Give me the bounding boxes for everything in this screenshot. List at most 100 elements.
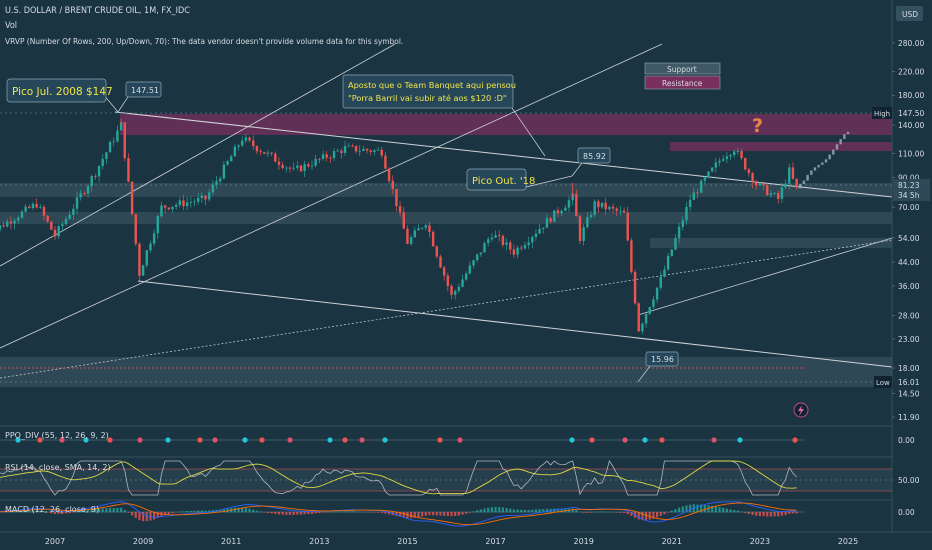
macd-hist-bar <box>175 512 178 513</box>
projection-candle <box>846 131 850 135</box>
trendline-descending-bottom[interactable] <box>137 280 893 368</box>
ppo-divergence-dot <box>242 437 248 443</box>
candle-body <box>145 250 148 266</box>
callout-147-51[interactable]: 147.51 <box>125 81 162 98</box>
ppo-label[interactable]: PPO_DIV (55, 12, 26, 9, 2) <box>5 431 109 440</box>
candle-body <box>123 122 126 159</box>
macd-hist-bar <box>795 512 798 514</box>
macd-hist-bar <box>652 512 655 519</box>
candle-body <box>494 234 497 238</box>
candle-body <box>520 247 523 249</box>
macd-hist-bar <box>112 508 115 513</box>
candle-body <box>270 152 273 154</box>
macd-hist-bar <box>263 512 266 513</box>
macd-label[interactable]: MACD (12, 26, close, 9) <box>5 505 99 514</box>
macd-hist-bar <box>310 512 314 514</box>
candle-body <box>688 199 692 207</box>
macd-hist-bar <box>395 512 398 517</box>
lightning-icon[interactable] <box>793 402 809 418</box>
time-axis[interactable]: 2007 2009 2011 2013 2015 2017 2019 2021 2023 2025 <box>0 531 932 546</box>
macd-hist-bar <box>31 510 35 513</box>
macd-hist-bar <box>556 508 560 513</box>
chart-title[interactable]: U.S. DOLLAR / BRENT CRUDE OIL, 1M, FX_ID… <box>5 6 190 16</box>
callout-15-96[interactable]: 15.96 <box>645 351 679 367</box>
macd-line <box>0 500 797 527</box>
candle-body <box>281 164 284 168</box>
vrvp-label[interactable]: VRVP (Number Of Rows, 200, Up/Down, 70):… <box>5 36 404 46</box>
support-zone-2 <box>0 212 892 224</box>
callout-pico-2018[interactable]: Pico Out. '18 <box>466 168 535 191</box>
macd-hist-bar <box>762 512 765 517</box>
candle-body <box>2 225 5 227</box>
candle-body <box>523 245 527 249</box>
connector-85 <box>571 162 583 177</box>
candle-body <box>498 234 501 236</box>
macd-hist-bar <box>516 509 519 513</box>
macd-hist-bar <box>410 512 413 519</box>
macd-hist-bar <box>523 509 527 513</box>
low-tag-text: Low <box>876 379 890 387</box>
candle-body <box>453 290 457 295</box>
macd-hist-bar <box>663 512 666 515</box>
macd-hist-bar <box>512 509 516 513</box>
macd-hist-bar <box>204 510 207 513</box>
macd-hist-bar <box>490 507 493 513</box>
indicator-values: 0.00 50.00 0.00 <box>898 436 920 517</box>
candle-body <box>343 146 347 153</box>
macd-hist-bar <box>600 511 604 513</box>
callout-pico-2008[interactable]: Pico Jul. 2008 $147 <box>6 78 113 103</box>
legend-support[interactable]: Support <box>644 62 721 75</box>
macd-hist-bar <box>476 510 479 513</box>
candle-body <box>589 215 593 218</box>
candle-body <box>185 202 189 207</box>
rsi-label[interactable]: RSI (14, close, SMA, 14, 2) <box>5 463 111 472</box>
macd-hist-bar <box>208 510 211 513</box>
ppo-pane[interactable] <box>0 425 892 443</box>
candle-body <box>630 240 633 272</box>
resistance-zone-top <box>120 114 892 135</box>
macd-hist-bar <box>354 511 358 513</box>
candle-body <box>380 149 383 156</box>
ppo-divergence-dot <box>737 437 743 443</box>
candle-body <box>692 192 696 200</box>
price-axis[interactable]: 280.00 220.00 180.00 140.00 110.00 90.00 70.00… <box>872 0 932 550</box>
callout-85-92[interactable]: 85.92 <box>577 147 611 164</box>
x-tick-label: 2007 <box>45 537 65 546</box>
macd-hist-bar <box>138 512 141 521</box>
trendline-rising-dotted[interactable] <box>0 239 893 379</box>
candle-body <box>417 228 420 231</box>
macd-hist-bar <box>457 512 460 516</box>
candle-body <box>241 140 244 146</box>
candle-body <box>130 181 134 215</box>
vol-label[interactable]: Vol <box>5 21 18 31</box>
macd-pane[interactable] <box>0 499 892 527</box>
macd-hist-bar <box>68 512 71 514</box>
candle-body <box>321 154 325 159</box>
macd-hist-bar <box>670 510 673 513</box>
macd-hist-bar <box>465 512 468 514</box>
rsi-pane[interactable] <box>0 456 892 496</box>
candle-body <box>490 237 494 240</box>
macd-hist-bar <box>387 512 391 515</box>
candle-body <box>538 228 541 234</box>
y-tick-label: 36.00 <box>898 282 920 291</box>
trendline-rising-short[interactable] <box>637 237 893 316</box>
trendline-descending-top[interactable] <box>114 111 893 198</box>
candle-body <box>777 193 780 199</box>
macd-hist-bar <box>494 506 497 513</box>
macd-hist-bar <box>222 508 225 513</box>
currency-button[interactable]: USD <box>896 6 923 21</box>
trendline-rising-long[interactable] <box>0 43 396 267</box>
candle-body <box>457 286 461 291</box>
ppo-divergence-dot <box>342 437 348 443</box>
candle-body <box>134 214 137 244</box>
trendline-rising-mid[interactable] <box>0 43 663 349</box>
legend-resistance[interactable]: Resistance <box>644 75 721 90</box>
y-tick-label: 220.00 <box>898 67 924 76</box>
candle-body <box>9 221 13 224</box>
candle-body <box>483 243 486 253</box>
candle-body <box>659 276 662 288</box>
candle-body <box>648 307 651 314</box>
callout-aposto[interactable]: Aposto que o Team Banquet aqui pensou "P… <box>342 74 516 109</box>
